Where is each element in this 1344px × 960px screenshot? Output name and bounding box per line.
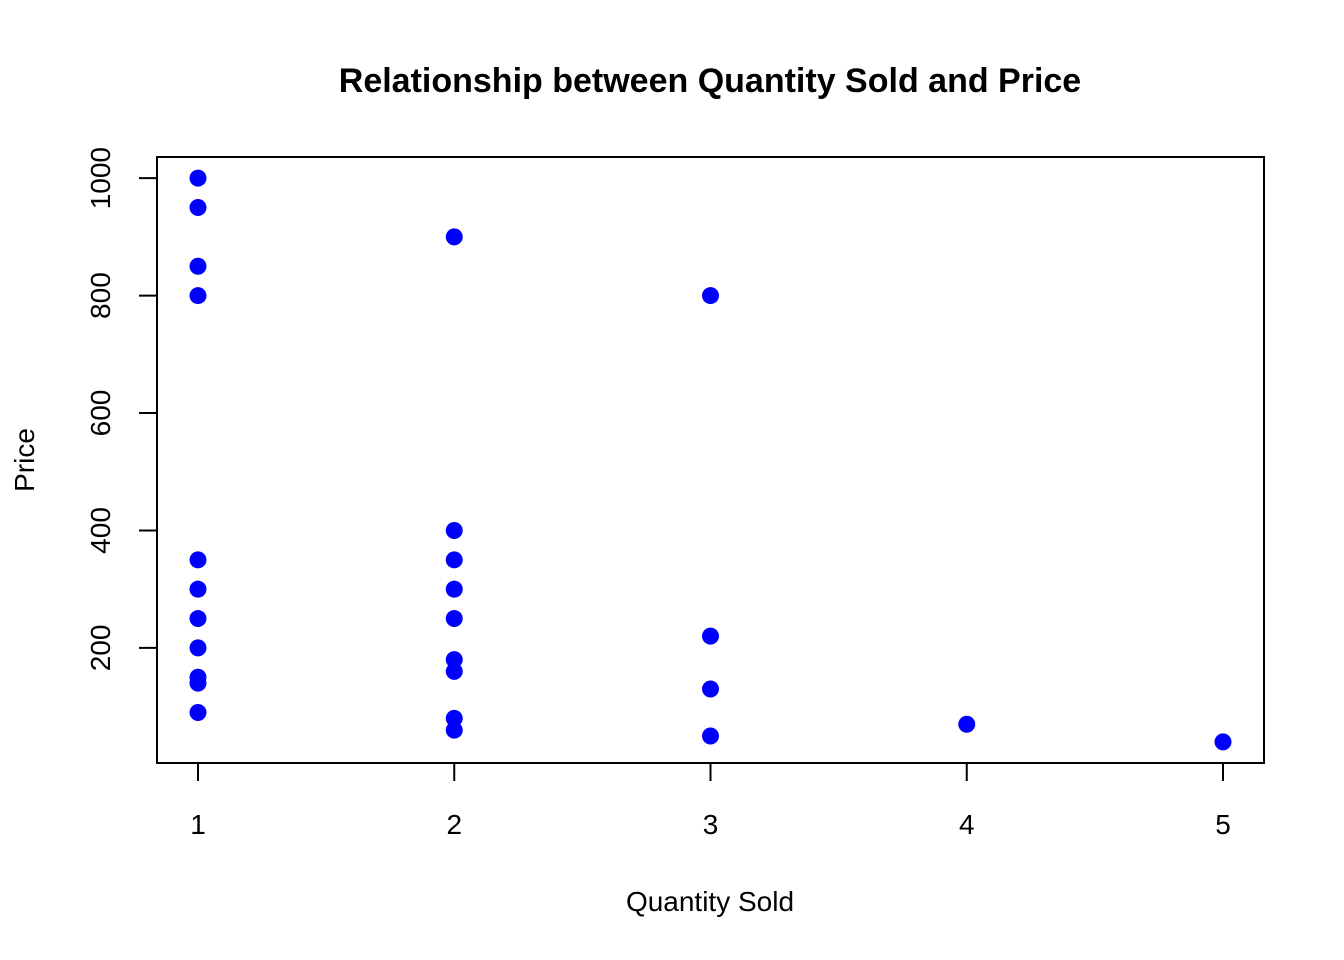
y-tick-label-3: 800 [85, 272, 116, 319]
x-tick-label-3: 4 [959, 809, 975, 840]
plot-frame [156, 156, 1265, 764]
y-axis: 200 400 600 800 1000 [85, 147, 157, 671]
data-point-24 [958, 715, 976, 733]
chart-title: Relationship between Quantity Sold and P… [339, 62, 1081, 100]
x-tick-label-2: 3 [703, 809, 719, 840]
y-tick-label-1: 400 [85, 507, 116, 554]
y-tick-label-0: 200 [85, 625, 116, 672]
data-point-25 [1214, 733, 1232, 751]
data-point-23 [702, 727, 719, 745]
data-point-6 [189, 610, 207, 628]
y-tick-label-4: 1000 [85, 147, 116, 209]
data-point-15 [445, 610, 463, 628]
data-point-9 [189, 674, 207, 692]
data-points [189, 169, 1232, 751]
data-point-3 [189, 287, 207, 305]
data-point-2 [189, 257, 207, 275]
y-axis-label: Price [9, 428, 40, 492]
data-point-11 [445, 228, 463, 246]
y-tick-label-2: 600 [85, 390, 116, 437]
data-point-22 [702, 680, 719, 698]
data-point-0 [189, 169, 207, 187]
x-tick-label-0: 1 [190, 809, 206, 840]
x-tick-label-1: 2 [446, 809, 462, 840]
data-point-13 [445, 551, 463, 569]
data-point-20 [702, 287, 719, 305]
x-axis: 1 2 3 4 5 [190, 763, 1231, 840]
data-point-4 [189, 551, 207, 569]
data-point-18 [445, 709, 463, 727]
data-point-5 [189, 580, 207, 598]
data-point-14 [445, 580, 463, 598]
data-point-17 [445, 662, 463, 680]
data-point-10 [189, 704, 207, 721]
x-axis-label: Quantity Sold [626, 886, 794, 917]
data-point-21 [702, 627, 719, 645]
data-point-16 [445, 651, 463, 669]
data-point-19 [445, 721, 463, 739]
x-tick-label-4: 5 [1215, 809, 1231, 840]
data-point-7 [189, 639, 207, 657]
data-point-1 [189, 199, 207, 216]
data-point-12 [445, 521, 463, 539]
